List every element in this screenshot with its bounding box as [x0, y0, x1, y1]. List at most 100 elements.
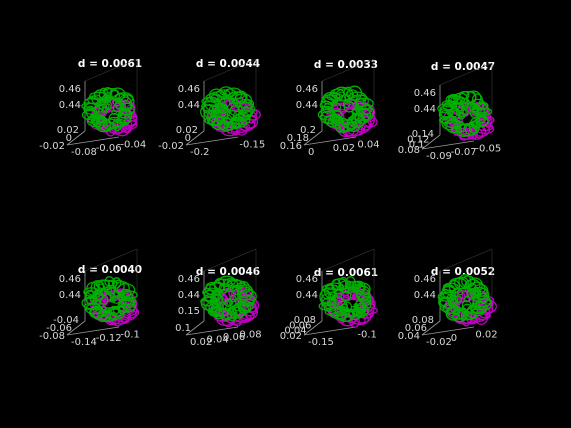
subplot-title: d = 0.0047 — [431, 61, 495, 73]
scatter-point — [222, 116, 232, 126]
subplot-2: d = 0.0044 0.46 0.44 0.020-0.02 -0.15 -0.2 — [158, 58, 265, 158]
left-tick-label: -0.02 — [158, 141, 184, 152]
left-tick-label: 0.06 — [289, 320, 311, 331]
right-tick-label: -0.05 — [475, 143, 501, 154]
scatter-point — [81, 109, 99, 121]
scatter-point — [105, 103, 112, 111]
scatter-point — [222, 300, 232, 310]
right-tick-label: -0.07 — [451, 147, 477, 158]
scatter-point — [90, 115, 101, 126]
scatter-point — [329, 92, 337, 101]
scatter-point — [447, 95, 458, 106]
right-tick-label: 0.02 — [333, 143, 355, 154]
front-floor-axis — [66, 326, 120, 336]
series-green-points — [317, 85, 375, 133]
right-tick-label: -0.2 — [190, 147, 210, 158]
left-tick-label: 0.1 — [175, 323, 191, 334]
right-tick-label: 0.02 — [475, 329, 497, 340]
series-green-points — [437, 90, 493, 137]
scatter-point — [99, 306, 110, 317]
left-tick-label: 0.18 — [287, 133, 309, 144]
right-tick-label: -0.09 — [426, 151, 452, 162]
scatter-point — [89, 305, 105, 319]
scatter-point — [105, 97, 112, 104]
scatter-point — [227, 307, 237, 316]
scatter-point — [448, 279, 461, 294]
left-floor-axis — [421, 320, 441, 336]
left-tick-label: 0.08 — [412, 315, 434, 326]
scatter-point — [320, 105, 334, 118]
right-tick-label: -0.14 — [71, 337, 97, 348]
z-tick-label: 0.46 — [59, 84, 81, 95]
scatter-point — [450, 298, 457, 305]
scatter-point — [119, 110, 128, 119]
front-floor-axis — [185, 136, 239, 146]
scatter-point — [231, 99, 238, 105]
left-floor-axis — [421, 134, 441, 150]
scatter-point — [355, 298, 372, 311]
series-green-points — [200, 86, 256, 132]
left-tick-label: 0.04 — [284, 326, 306, 337]
right-tick-label: -0.1 — [357, 329, 377, 340]
left-tick-label: 0.02 — [57, 125, 79, 136]
scatter-point — [340, 306, 350, 316]
front-floor-axis — [66, 136, 120, 146]
right-tick-label: 0.02 — [190, 337, 212, 348]
z-tick-label: 0.46 — [178, 274, 200, 285]
scatter-point — [461, 300, 472, 311]
scatter-point — [118, 94, 135, 110]
scatter-point — [85, 105, 96, 119]
scatter-point — [331, 294, 338, 302]
scatter-point — [464, 287, 470, 293]
subplot-title: d = 0.0052 — [431, 266, 495, 278]
box-edge — [84, 58, 138, 82]
scatter-point — [211, 298, 221, 308]
scatter-point — [114, 99, 125, 110]
subplot-title: d = 0.0046 — [196, 266, 260, 278]
left-tick-label: 0 — [66, 133, 72, 144]
scatter-point — [453, 307, 460, 315]
left-tick-label: -0.02 — [39, 141, 65, 152]
scatter-point — [336, 292, 342, 298]
right-tick-label: -0.15 — [308, 337, 334, 348]
scatter-point — [96, 115, 104, 123]
scatter-point — [214, 102, 223, 112]
scatter-point — [450, 97, 457, 104]
scatter-point — [106, 287, 116, 297]
left-tick-label: 0.12 — [407, 134, 429, 145]
scatter-point — [239, 289, 257, 304]
front-floor-axis — [303, 326, 357, 336]
scatter-point — [471, 105, 482, 116]
front-floor-axis — [421, 140, 475, 150]
scatter-point — [200, 296, 216, 307]
subplot-title: d = 0.0061 — [78, 58, 142, 70]
scatter-point — [345, 276, 356, 291]
scatter-point — [353, 283, 365, 295]
left-tick-label: 0.06 — [405, 323, 427, 334]
z-tick-label: 0.46 — [296, 84, 318, 95]
scatter-point — [354, 118, 360, 124]
right-tick-label: 0.06 — [223, 332, 245, 343]
left-floor-axis — [185, 130, 205, 146]
scatter-point — [338, 117, 349, 133]
scatter-point — [473, 286, 480, 293]
scatter-point — [119, 103, 127, 110]
z-tick-label: 0.46 — [296, 274, 318, 285]
scatter-point — [474, 116, 481, 123]
scatter-point — [327, 118, 335, 125]
subplot-title: d = 0.0033 — [314, 59, 378, 71]
right-tick-label: -0.12 — [96, 333, 122, 344]
scatter-point — [94, 103, 104, 113]
right-tick-label: -0.02 — [426, 337, 452, 348]
z-tick-label: 0.44 — [59, 290, 81, 301]
scatter-point — [463, 295, 471, 303]
left-tick-label: 0.1 — [409, 140, 425, 151]
subplot-title: d = 0.0061 — [314, 267, 378, 279]
scatter-point — [332, 284, 339, 291]
left-floor-axis — [303, 130, 323, 146]
